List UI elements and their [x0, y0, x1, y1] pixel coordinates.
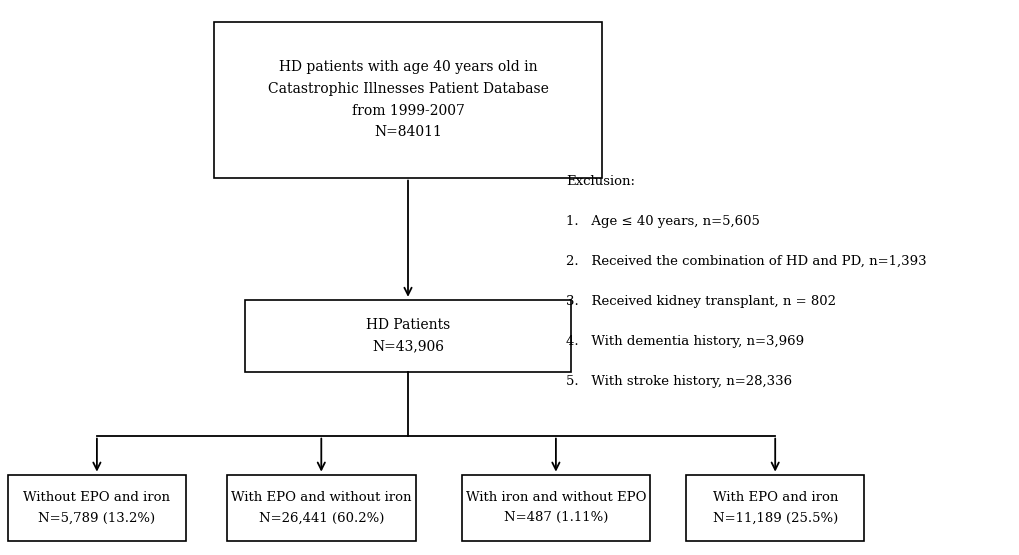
Text: 5.   With stroke history, n=28,336: 5. With stroke history, n=28,336 [566, 375, 792, 387]
Text: 3.   Received kidney transplant, n = 802: 3. Received kidney transplant, n = 802 [566, 295, 836, 307]
Text: With iron and without EPO
N=487 (1.11%): With iron and without EPO N=487 (1.11%) [466, 491, 645, 524]
Text: HD Patients
N=43,906: HD Patients N=43,906 [366, 318, 449, 354]
FancyBboxPatch shape [686, 475, 864, 541]
Text: With EPO and iron
N=11,189 (25.5%): With EPO and iron N=11,189 (25.5%) [712, 491, 837, 524]
FancyBboxPatch shape [8, 475, 186, 541]
FancyBboxPatch shape [245, 300, 571, 372]
Text: With EPO and without iron
N=26,441 (60.2%): With EPO and without iron N=26,441 (60.2… [231, 491, 411, 524]
FancyBboxPatch shape [227, 475, 416, 541]
Text: Without EPO and iron
N=5,789 (13.2%): Without EPO and iron N=5,789 (13.2%) [23, 491, 170, 524]
Text: 4.   With dementia history, n=3,969: 4. With dementia history, n=3,969 [566, 335, 803, 347]
Text: HD patients with age 40 years old in
Catastrophic Illnesses Patient Database
fro: HD patients with age 40 years old in Cat… [267, 60, 548, 139]
Text: 2.   Received the combination of HD and PD, n=1,393: 2. Received the combination of HD and PD… [566, 255, 926, 268]
Text: Exclusion:: Exclusion: [566, 175, 635, 188]
FancyBboxPatch shape [214, 22, 601, 178]
FancyBboxPatch shape [462, 475, 650, 541]
Text: 1.   Age ≤ 40 years, n=5,605: 1. Age ≤ 40 years, n=5,605 [566, 215, 759, 228]
